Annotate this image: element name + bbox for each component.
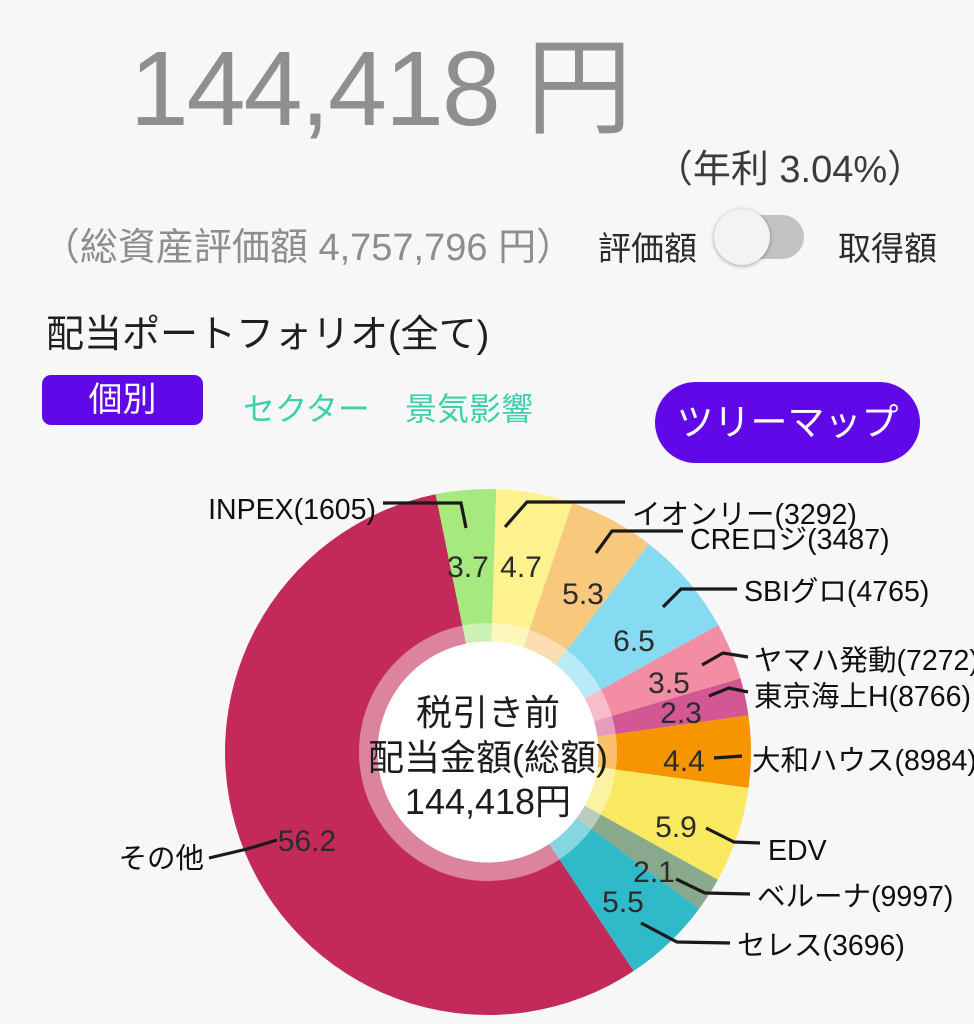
slice-value: 5.9 — [655, 811, 697, 844]
slice-leader-line — [701, 651, 749, 667]
slice-label: イオンリー(3292) — [632, 499, 857, 531]
slice-label: CREロジ(3487) — [690, 524, 890, 556]
slice-value: 2.1 — [633, 856, 675, 889]
donut-slice[interactable] — [225, 494, 634, 1016]
slice-leader-line — [640, 921, 731, 945]
slice-label: SBIグロ(4765) — [744, 576, 929, 608]
donut-slice[interactable] — [435, 488, 497, 645]
annual-yield: （年利 3.04%） — [654, 149, 926, 191]
slice-leader-line — [675, 877, 751, 896]
donut-slice[interactable] — [491, 489, 573, 648]
slice-value: 6.5 — [613, 625, 655, 658]
tab-individual[interactable]: 個別 — [42, 375, 203, 425]
slice-leader-line — [503, 500, 625, 529]
donut-slice[interactable] — [584, 766, 749, 880]
donut-center-text: 税引き前 — [416, 692, 560, 733]
toggle-label-valuation: 評価額 — [598, 230, 697, 267]
slice-label: ベルーナ(9997) — [757, 881, 953, 913]
donut-slice[interactable] — [596, 715, 751, 788]
donut-slice[interactable] — [555, 544, 719, 699]
donut-slice[interactable] — [584, 625, 741, 722]
donut-hole — [377, 641, 599, 863]
donut-inner-highlight — [359, 623, 617, 881]
toggle-knob[interactable] — [714, 209, 770, 265]
slice-label: その他 — [118, 843, 204, 875]
slice-label: セレス(3696) — [737, 930, 905, 962]
donut-slice[interactable] — [593, 678, 749, 737]
slice-leader-line — [713, 754, 743, 760]
tab-sector[interactable]: セクター — [243, 391, 370, 427]
slice-value: 4.7 — [500, 551, 542, 584]
slice-value: 5.3 — [562, 578, 604, 611]
slice-label: INPEX(1605) — [208, 494, 376, 526]
slice-label: ヤマハ発動(7272) — [754, 645, 974, 677]
main-dividend-amount: 144,418 円 — [129, 30, 633, 148]
slice-leader-line — [661, 587, 737, 609]
slice-value: 56.2 — [278, 825, 336, 858]
slice-leader-line — [705, 826, 761, 845]
slice-label: 東京海上H(8766) — [754, 681, 971, 713]
toggle-label-acquisition: 取得額 — [838, 230, 937, 267]
slice-value: 2.3 — [660, 697, 702, 730]
donut-chart: INPEX(1605) 3.7 イオンリー(3292) 4.7 CREロジ(3487) 5… — [118, 488, 974, 1016]
slice-leader-line — [594, 529, 683, 554]
slice-leader-line — [708, 686, 749, 698]
slice-label: 大和ハウス(8984) — [752, 745, 974, 777]
slice-leader-line — [208, 838, 278, 860]
page-title: 配当ポートフォリオ(全て) — [46, 314, 490, 356]
total-asset-valuation: （総資産評価額 4,757,796 円） — [41, 227, 575, 269]
treemap-button[interactable]: ツリーマップ — [655, 382, 920, 463]
slice-value: 4.4 — [663, 745, 705, 778]
slice-value: 3.5 — [648, 667, 690, 700]
donut-slice[interactable] — [523, 502, 650, 666]
donut-center-text: 配当金額(総額) — [368, 737, 608, 778]
tab-economy[interactable]: 景気影響 — [405, 391, 534, 427]
donut-center-text: 144,418円 — [405, 781, 571, 822]
slice-label: EDV — [768, 835, 827, 867]
valuation-acquisition-toggle[interactable] — [714, 209, 804, 265]
slice-leader-line — [383, 501, 468, 529]
slice-value: 5.5 — [602, 886, 644, 919]
slice-value: 3.7 — [447, 551, 489, 584]
